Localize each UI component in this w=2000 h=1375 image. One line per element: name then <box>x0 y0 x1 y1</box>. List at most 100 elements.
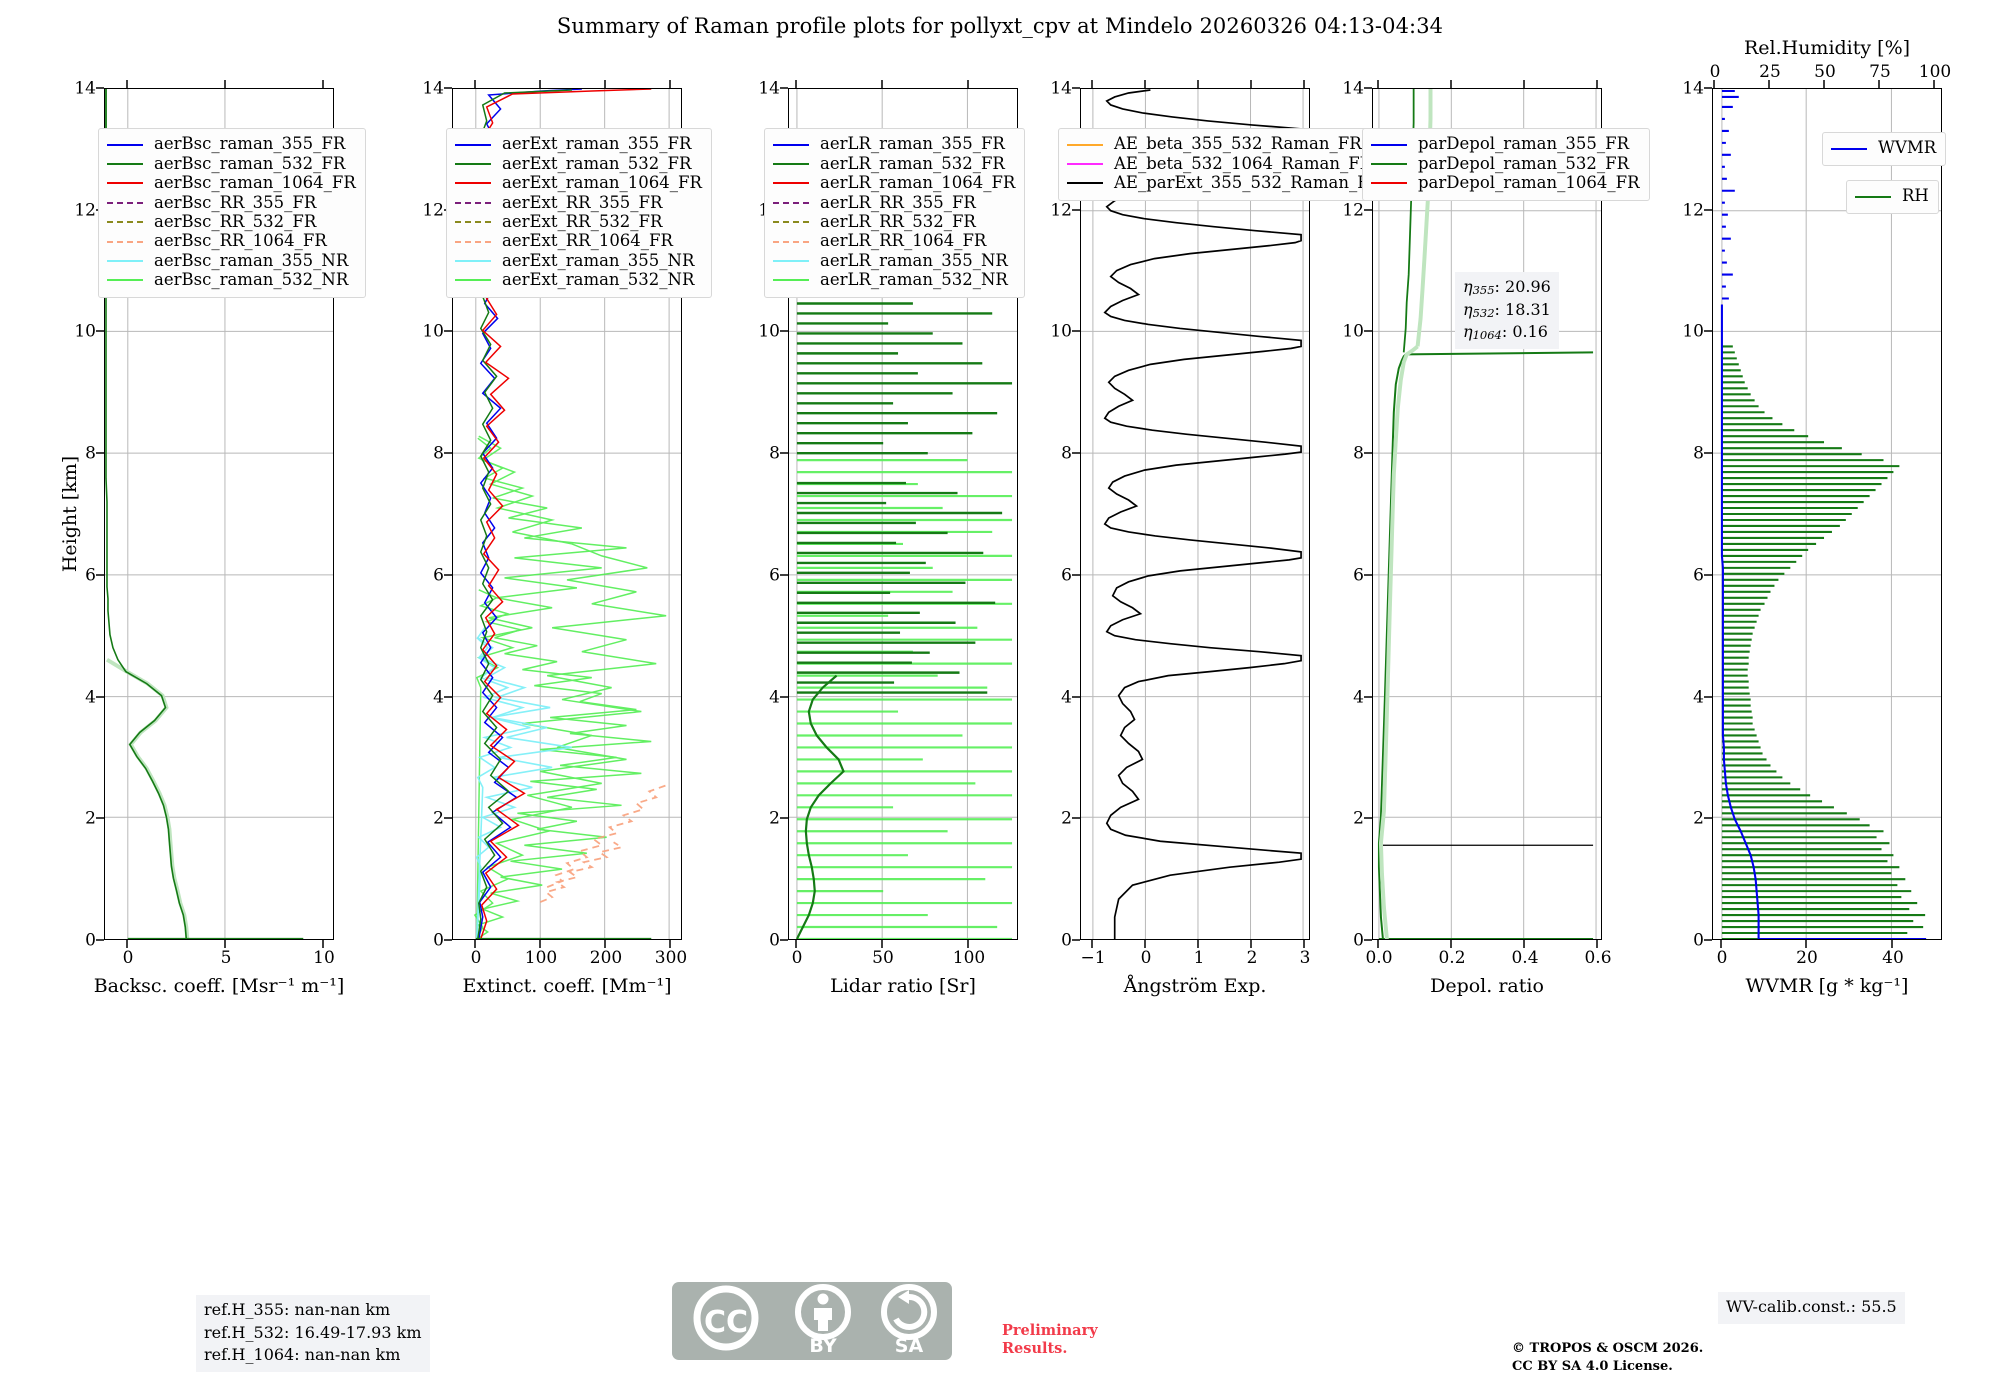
legend-swatch-line-icon <box>1067 163 1103 166</box>
ytick-label: 8 <box>433 443 444 464</box>
legend-item[interactable]: aerExt_raman_1064_FR <box>455 174 702 193</box>
svg-text:CC: CC <box>704 1305 748 1340</box>
legend-item[interactable]: aerLR_raman_355_FR <box>773 135 1015 154</box>
legend-swatch-line-icon <box>107 182 143 185</box>
legend-label: aerExt_raman_355_NR <box>502 250 695 270</box>
legend-swatch-line-icon <box>455 260 491 263</box>
legend-label: aerLR_raman_355_NR <box>820 250 1008 270</box>
x-axis-title: Backsc. coeff. [Msr⁻¹ m⁻¹] <box>93 975 345 997</box>
legend-label: aerExt_RR_355_FR <box>502 192 663 212</box>
legend-item[interactable]: AE_beta_355_532_Raman_FR <box>1067 135 1381 154</box>
legend-swatch-line-icon <box>1067 143 1103 146</box>
legend-item[interactable]: aerLR_raman_1064_FR <box>773 174 1015 193</box>
legend-swatch-line-icon <box>107 143 143 146</box>
legend-item[interactable]: RH <box>1855 187 1929 206</box>
legend-item[interactable]: aerBsc_RR_1064_FR <box>107 232 356 251</box>
legend-label: aerExt_raman_355_FR <box>502 134 692 154</box>
xtick-label: 10 <box>313 948 335 968</box>
ytick-label: 10 <box>1050 321 1072 342</box>
legend-swatch-line-icon <box>1371 143 1407 146</box>
xtick-label-top: 100 <box>1918 62 1952 82</box>
legend-item[interactable]: aerBsc_raman_355_FR <box>107 135 356 154</box>
legend-item[interactable]: parDepol_raman_355_FR <box>1371 135 1640 154</box>
ytick-label: 8 <box>1353 443 1364 464</box>
legend-item[interactable]: parDepol_raman_1064_FR <box>1371 174 1640 193</box>
legend-item[interactable]: aerExt_raman_355_FR <box>455 135 702 154</box>
share-alike-arrow-icon <box>881 1284 937 1340</box>
x-axis-title-top: Rel.Humidity [%] <box>1743 37 1911 59</box>
ytick-label: 14 <box>1682 78 1704 99</box>
legend-swatch-dashed-icon <box>107 240 143 243</box>
legend-item[interactable]: aerLR_RR_1064_FR <box>773 232 1015 251</box>
legend-item[interactable]: AE_beta_532_1064_Raman_FR <box>1067 154 1381 173</box>
legend-item[interactable]: aerExt_RR_355_FR <box>455 193 702 212</box>
legend-item[interactable]: aerBsc_raman_532_FR <box>107 154 356 173</box>
eta-value: 0.16 <box>1512 322 1548 342</box>
legend-item[interactable]: aerLR_raman_355_NR <box>773 251 1015 270</box>
legend-swatch-line-icon <box>107 260 143 263</box>
legend-item[interactable]: aerLR_RR_355_FR <box>773 193 1015 212</box>
ytick-label: 8 <box>769 443 780 464</box>
xtick-label: 100 <box>524 948 558 968</box>
x-axis-title: WVMR [g * kg⁻¹] <box>1745 975 1909 997</box>
legend-swatch-line-icon <box>773 260 809 263</box>
legend-item[interactable]: aerBsc_RR_355_FR <box>107 193 356 212</box>
ytick-label: 2 <box>85 808 96 829</box>
ytick-label: 10 <box>74 321 96 342</box>
legend-label: aerExt_raman_1064_FR <box>502 173 702 193</box>
ytick-label: 2 <box>769 808 780 829</box>
xtick-label: 200 <box>589 948 623 968</box>
legend-rh: RH <box>1846 180 1939 215</box>
legend-swatch-dashed-icon <box>455 221 491 224</box>
legend-swatch-line-icon <box>1371 182 1407 185</box>
xtick-label: 0 <box>470 948 482 968</box>
legend-label: aerBsc_raman_355_FR <box>154 134 346 154</box>
ytick-label: 12 <box>1342 200 1364 221</box>
legend-swatch-dashed-icon <box>107 201 143 204</box>
legend-item[interactable]: aerLR_RR_532_FR <box>773 213 1015 232</box>
legend-label: aerBsc_raman_532_FR <box>154 153 346 173</box>
legend-swatch-line-icon <box>1067 182 1103 185</box>
legend-swatch-line-icon <box>107 279 143 282</box>
legend-item[interactable]: WVMR <box>1831 139 1936 158</box>
ytick-label: 14 <box>1050 78 1072 99</box>
legend-item[interactable]: AE_parExt_355_532_Raman_FR <box>1067 174 1381 193</box>
legend-item[interactable]: aerBsc_raman_1064_FR <box>107 174 356 193</box>
xtick-label-top: 25 <box>1759 62 1781 82</box>
legend-item[interactable]: aerExt_raman_532_NR <box>455 271 702 290</box>
legend-item[interactable]: aerBsc_raman_532_NR <box>107 271 356 290</box>
credits-line-1: © TROPOS & OSCM 2026. <box>1512 1341 1704 1356</box>
xtick-label-top: 75 <box>1869 62 1891 82</box>
panel-depol-ratio: 0 2 4 6 8 10 12 14 0.0 0.2 0.4 0.6 Depol… <box>1342 79 1611 997</box>
ytick-label: 4 <box>1693 687 1704 708</box>
ytick-label: 4 <box>769 687 780 708</box>
xtick-label: 20 <box>1796 948 1818 968</box>
legend-extinction: aerExt_raman_355_FR aerExt_raman_532_FR … <box>446 128 712 299</box>
legend-item[interactable]: aerExt_RR_1064_FR <box>455 232 702 251</box>
legend-item[interactable]: aerBsc_RR_532_FR <box>107 213 356 232</box>
xtick-label: 0.0 <box>1365 948 1393 968</box>
ytick-label: 2 <box>1061 808 1072 829</box>
cc-by-icon-cell: BY <box>780 1282 866 1360</box>
ytick-label: 0 <box>85 930 96 951</box>
legend-label: AE_parExt_355_532_Raman_FR <box>1114 173 1382 193</box>
legend-swatch-line-icon <box>773 279 809 282</box>
ytick-label: 12 <box>422 200 444 221</box>
legend-item[interactable]: aerBsc_raman_355_NR <box>107 251 356 270</box>
eta-value: 18.31 <box>1505 299 1551 319</box>
xtick-label: 100 <box>952 948 986 968</box>
ytick-label: 4 <box>433 687 444 708</box>
annotation-reference-heights: ref.H_355: nan-nan km ref.H_532: 16.49-1… <box>196 1295 430 1373</box>
xtick-label: 0 <box>122 948 134 968</box>
annotation-eta-values: η355: 20.96 η532: 18.31 η1064: 0.16 <box>1455 272 1559 350</box>
xtick-label: 0 <box>1140 948 1152 968</box>
legend-item[interactable]: aerLR_raman_532_FR <box>773 154 1015 173</box>
legend-item[interactable]: aerExt_RR_532_FR <box>455 213 702 232</box>
legend-label: aerBsc_raman_355_NR <box>154 250 349 270</box>
legend-item[interactable]: aerExt_raman_532_FR <box>455 154 702 173</box>
legend-item[interactable]: aerExt_raman_355_NR <box>455 251 702 270</box>
legend-item[interactable]: aerLR_raman_532_NR <box>773 271 1015 290</box>
legend-item[interactable]: parDepol_raman_532_FR <box>1371 154 1640 173</box>
legend-label: aerBsc_RR_355_FR <box>154 192 317 212</box>
legend-label: WVMR <box>1878 138 1937 158</box>
